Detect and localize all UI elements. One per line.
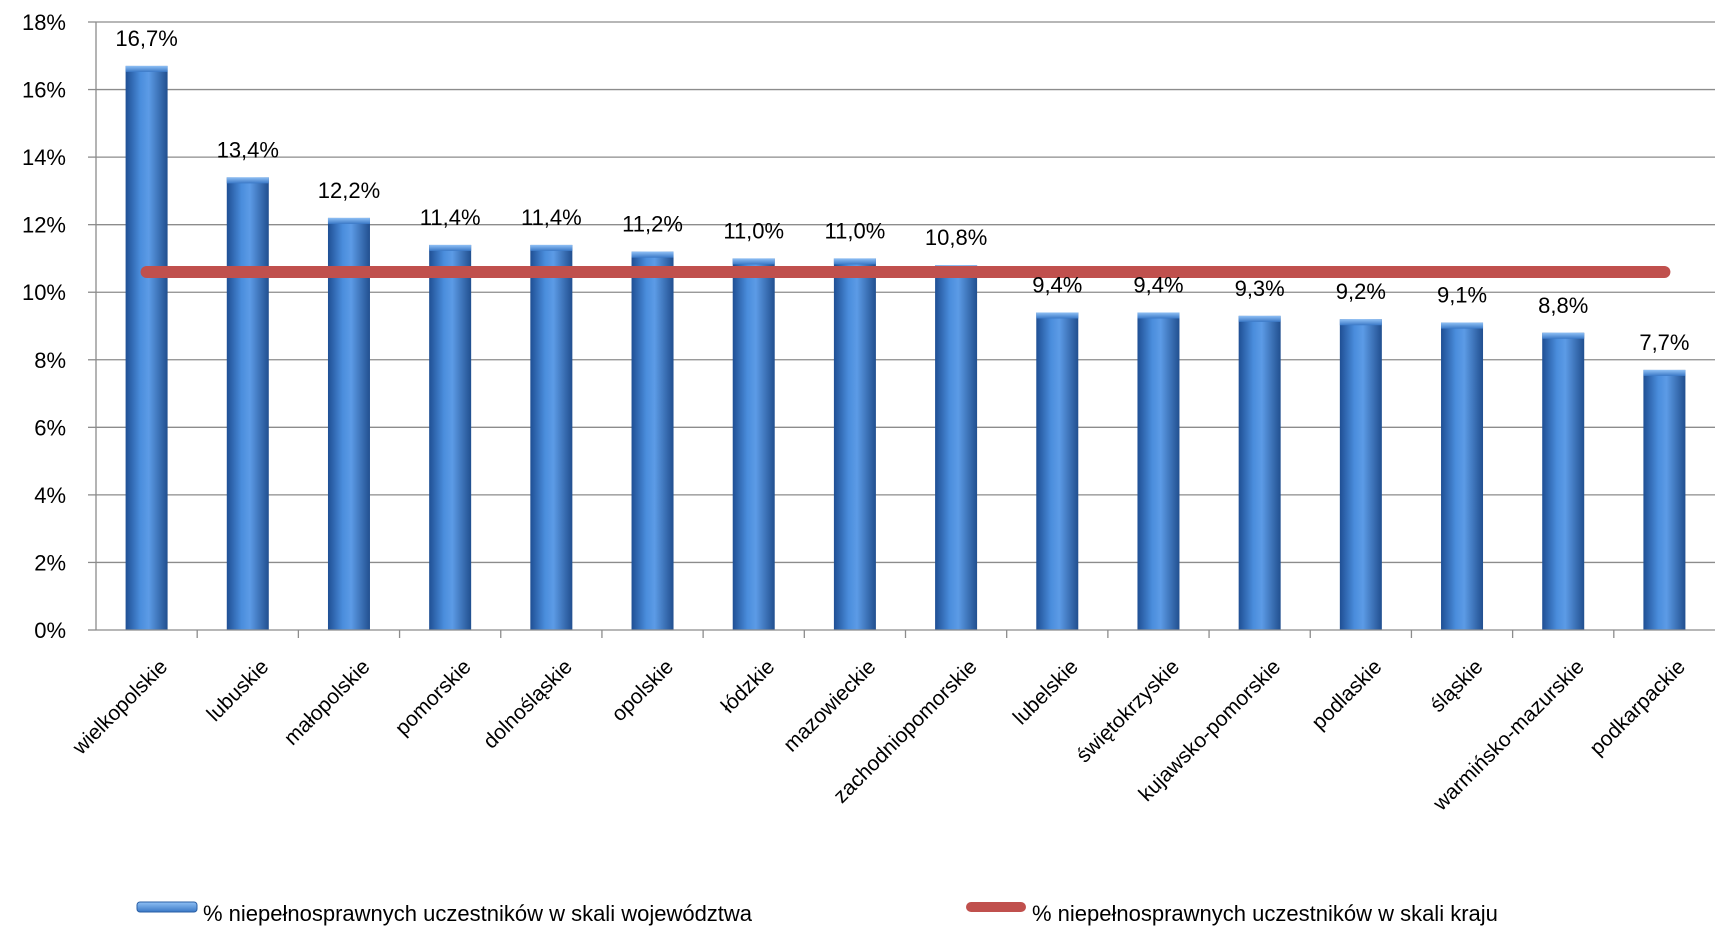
y-tick-label: 2% bbox=[34, 550, 66, 575]
y-tick-label: 12% bbox=[22, 213, 66, 238]
x-category-label: lubelskie bbox=[1009, 655, 1083, 729]
legend-bar-label: % niepełnosprawnych uczestników w skali … bbox=[203, 901, 753, 926]
x-category-label: łódzkie bbox=[717, 655, 779, 717]
bar bbox=[327, 217, 370, 630]
data-label: 11,4% bbox=[521, 205, 582, 230]
bar bbox=[1643, 369, 1686, 630]
y-tick-label: 16% bbox=[22, 78, 66, 103]
data-label: 11,2% bbox=[622, 212, 683, 237]
legend-line-swatch bbox=[966, 902, 1026, 912]
data-label: 9,4% bbox=[1133, 272, 1183, 297]
bar-cap bbox=[1036, 312, 1079, 319]
y-tick-label: 0% bbox=[34, 618, 66, 643]
bar bbox=[125, 65, 168, 630]
data-label: 13,4% bbox=[217, 137, 279, 162]
x-category-label: podlaskie bbox=[1307, 655, 1386, 734]
data-label: 7,7% bbox=[1639, 330, 1689, 355]
data-label: 11,0% bbox=[723, 218, 784, 243]
x-category-label: małopolskie bbox=[280, 655, 375, 750]
bar-cap bbox=[1238, 315, 1281, 322]
data-label: 9,1% bbox=[1437, 283, 1487, 308]
x-category-label: wielkopolskie bbox=[68, 655, 172, 759]
bar-cap bbox=[327, 217, 370, 224]
bar-cap bbox=[530, 244, 573, 251]
bar-cap bbox=[732, 258, 775, 265]
bar bbox=[1137, 312, 1180, 630]
y-tick-label: 6% bbox=[34, 415, 66, 440]
data-label: 8,8% bbox=[1538, 293, 1588, 318]
bar bbox=[1441, 322, 1484, 630]
bar bbox=[429, 244, 472, 630]
data-label: 11,4% bbox=[420, 205, 481, 230]
y-tick-label: 10% bbox=[22, 280, 66, 305]
x-category-label: pomorskie bbox=[391, 655, 476, 740]
data-labels: 16,7% 13,4% 12,2% 11,4% 11,4% 11,2% 11,0% 11,0%… bbox=[115, 26, 1689, 355]
bar-cap bbox=[1441, 322, 1484, 329]
bar bbox=[1339, 319, 1382, 630]
legend: % niepełnosprawnych uczestników w skali … bbox=[136, 901, 1498, 926]
bar bbox=[935, 265, 978, 630]
x-category-label: opolskie bbox=[607, 655, 678, 726]
bar-cap bbox=[1542, 332, 1585, 339]
bars bbox=[125, 65, 1686, 630]
data-label: 10,8% bbox=[925, 225, 987, 250]
bar bbox=[1542, 332, 1585, 630]
bar bbox=[1036, 312, 1079, 630]
data-label: 9,2% bbox=[1336, 279, 1386, 304]
bar bbox=[732, 258, 775, 630]
data-label: 16,7% bbox=[115, 26, 177, 51]
bar-cap bbox=[1137, 312, 1180, 319]
legend-bar-swatch bbox=[136, 901, 198, 913]
data-label: 11,0% bbox=[825, 218, 886, 243]
bar-cap bbox=[631, 251, 674, 258]
x-category-label: świętokrzyskie bbox=[1072, 655, 1184, 767]
x-category-label: dolnośląskie bbox=[479, 655, 577, 753]
data-label: 12,2% bbox=[318, 178, 380, 203]
y-tick-label: 8% bbox=[34, 348, 66, 373]
bar bbox=[1238, 315, 1281, 630]
x-category-label: lubuskie bbox=[203, 655, 274, 726]
bar-cap bbox=[226, 177, 269, 184]
x-category-label: podkarpackie bbox=[1585, 655, 1690, 760]
bar-cap bbox=[125, 65, 168, 72]
bar bbox=[631, 251, 674, 630]
y-tick-label: 14% bbox=[22, 145, 66, 170]
y-tick-label: 4% bbox=[34, 483, 66, 508]
bar-cap bbox=[429, 244, 472, 251]
y-tick-label: 18% bbox=[22, 10, 66, 35]
x-category-label: śląskie bbox=[1426, 655, 1488, 717]
bar bbox=[530, 244, 573, 630]
data-label: 9,4% bbox=[1032, 272, 1082, 297]
bar-cap bbox=[833, 258, 876, 265]
bar bbox=[226, 177, 269, 630]
bar bbox=[833, 258, 876, 630]
data-label: 9,3% bbox=[1235, 276, 1285, 301]
bar-cap bbox=[1643, 369, 1686, 376]
bar-cap bbox=[1339, 319, 1382, 326]
legend-line-label: % niepełnosprawnych uczestników w skali … bbox=[1032, 901, 1498, 926]
x-category-label: mazowieckie bbox=[779, 655, 880, 756]
